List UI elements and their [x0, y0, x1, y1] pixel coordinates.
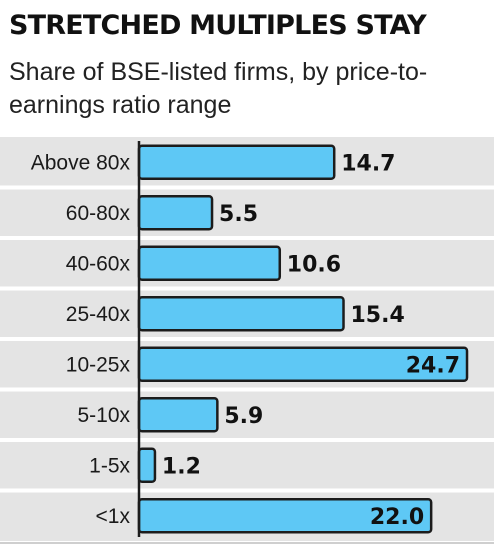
value-label: 22.0 — [370, 505, 424, 530]
category-label: 5-10x — [77, 404, 130, 427]
value-label: 24.7 — [406, 353, 460, 378]
value-label: 10.6 — [287, 252, 341, 277]
row-band — [0, 187, 494, 238]
bar — [137, 296, 345, 332]
category-label: 40-60x — [66, 252, 131, 275]
value-label: 14.7 — [341, 151, 395, 176]
category-label: 1-5x — [89, 454, 130, 477]
bar — [137, 447, 157, 483]
category-label: 10-25x — [66, 353, 131, 376]
value-label: 5.5 — [219, 202, 258, 227]
chart-title: STRETCHED MULTIPLES STAY — [9, 10, 427, 41]
bar — [137, 397, 219, 433]
value-label: 5.9 — [224, 404, 263, 429]
row-band — [0, 440, 494, 491]
bar — [137, 195, 214, 231]
value-label: 1.2 — [162, 454, 201, 479]
bar — [137, 245, 282, 281]
row-band — [0, 389, 494, 440]
value-label: 15.4 — [351, 303, 405, 328]
category-label: Above 80x — [31, 151, 131, 174]
category-label: 25-40x — [66, 303, 131, 326]
category-label: 60-80x — [66, 202, 131, 225]
bar — [137, 144, 336, 180]
chart-subtitle: Share of BSE-listed firms, by price-to-e… — [9, 58, 428, 119]
category-label: <1x — [96, 505, 131, 528]
